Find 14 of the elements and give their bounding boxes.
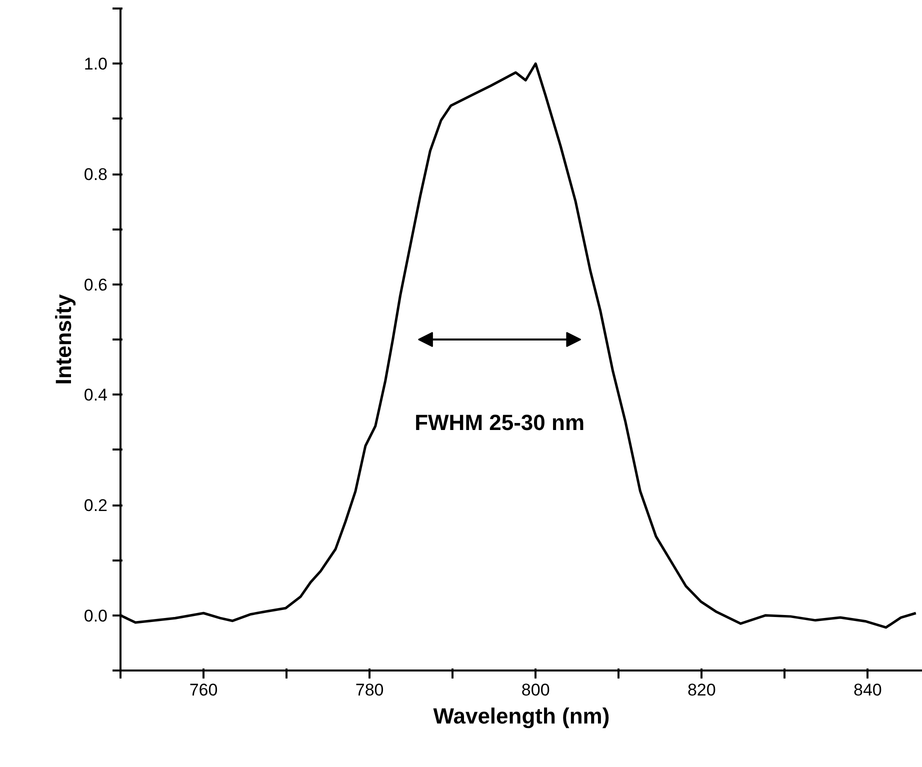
y-tick-label: 1.0 xyxy=(84,54,108,74)
y-tick-label: 0.4 xyxy=(84,386,108,405)
x-axis-title: Wavelength (nm) xyxy=(433,704,610,728)
y-tick-label: 0.6 xyxy=(84,275,108,294)
x-tick-label: 800 xyxy=(521,680,550,700)
x-tick-label: 840 xyxy=(854,680,882,700)
x-tick-label: 760 xyxy=(189,680,218,700)
y-axis-title: Intensity xyxy=(50,294,76,385)
annotation: FWHM 25-30 nm xyxy=(414,410,585,435)
y-tick-label: 0.2 xyxy=(84,496,108,515)
x-tick-label: 820 xyxy=(687,680,716,700)
x-tick-label: 780 xyxy=(355,680,384,700)
y-tick-label: 0.0 xyxy=(84,606,108,626)
y-tick-label: 0.8 xyxy=(84,165,108,184)
